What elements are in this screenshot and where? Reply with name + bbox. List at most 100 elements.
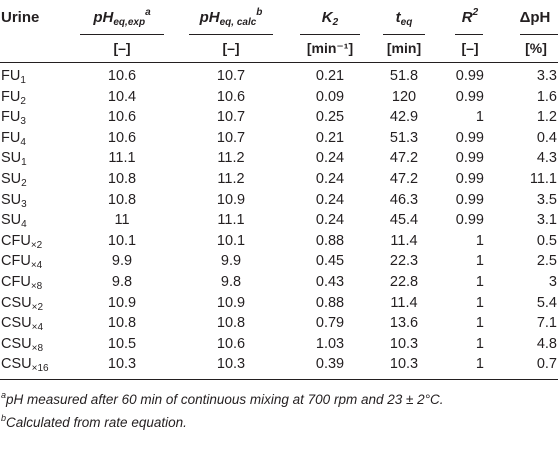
urine-sample-subscript: 1 xyxy=(21,157,27,169)
cell-teq: 47.2 xyxy=(389,150,419,167)
table-row: SU3 10.8 10.9 0.24 46.3 0.99 3.5 xyxy=(0,191,558,212)
cell-r2: 0.99 xyxy=(455,88,484,105)
header-k2-sub: 2 xyxy=(332,17,339,28)
cell-ph-exp: 10.8 xyxy=(107,191,137,208)
cell-teq: 51.8 xyxy=(389,68,419,84)
cell-r2: 1 xyxy=(475,315,484,332)
cell-dph: 0.5 xyxy=(536,232,557,249)
header-ph-exp: pHeq,expa xyxy=(93,7,151,29)
urine-sample-base: SU xyxy=(1,212,22,229)
urine-sample-label: SU1 xyxy=(1,150,27,168)
cell-teq: 22.3 xyxy=(389,253,419,270)
cell-dph: 7.1 xyxy=(536,315,557,332)
urine-sample-base: SU xyxy=(1,150,22,167)
table-row: CFU×8 9.8 9.8 0.43 22.8 1 3 xyxy=(0,273,558,294)
table-row: SU1 11.1 11.2 0.24 47.2 0.99 4.3 xyxy=(0,149,558,170)
cell-r2: 1 xyxy=(475,232,484,249)
urine-sample-label: CFU×4 xyxy=(1,253,42,271)
cell-ph-exp: 11.1 xyxy=(108,150,136,167)
cell-k2: 0.39 xyxy=(315,356,345,373)
footnote-a: apH measured after 60 min of continuous … xyxy=(1,391,444,408)
urine-sample-base: CFU xyxy=(1,273,31,290)
header-underline xyxy=(383,34,425,35)
urine-sample-subscript: ×16 xyxy=(31,363,49,375)
cell-dph: 1.6 xyxy=(536,88,557,105)
header-teq-base: t xyxy=(395,9,401,26)
header-underline xyxy=(520,34,558,35)
table-row: CFU×4 9.9 9.9 0.45 22.3 1 2.5 xyxy=(0,252,558,273)
cell-k2: 0.21 xyxy=(315,68,345,84)
unit-teq: [min] xyxy=(386,40,422,56)
table-row: CSU×2 10.9 10.9 0.88 11.4 1 5.4 xyxy=(0,294,558,315)
cell-ph-exp: 10.3 xyxy=(107,356,137,373)
cell-teq: 10.3 xyxy=(389,356,419,373)
urine-sample-subscript: 2 xyxy=(21,177,27,189)
header-r2-sup: 2 xyxy=(472,7,479,18)
urine-sample-label: CFU×2 xyxy=(1,233,42,251)
cell-ph-calc: 10.6 xyxy=(216,335,246,352)
urine-sample-label: SU2 xyxy=(1,171,27,189)
cell-dph: 0.4 xyxy=(536,129,557,146)
cell-teq: 10.3 xyxy=(389,335,419,352)
header-ph-exp-sup: a xyxy=(145,7,151,18)
cell-dph: 2.5 xyxy=(536,253,557,270)
urine-sample-label: SU3 xyxy=(1,192,27,210)
cell-k2: 0.24 xyxy=(315,212,345,229)
cell-ph-calc: 11.1 xyxy=(217,212,245,229)
cell-ph-calc: 10.1 xyxy=(216,232,246,249)
cell-dph: 5.4 xyxy=(536,294,557,311)
unit-ph-exp: [–] xyxy=(113,40,131,56)
table-row: CSU×16 10.3 10.3 0.39 10.3 1 0.7 xyxy=(0,355,558,376)
header-r2-base: R xyxy=(461,9,473,26)
urine-sample-subscript: ×8 xyxy=(30,280,43,292)
cell-ph-calc: 10.6 xyxy=(216,88,246,105)
cell-teq: 46.3 xyxy=(389,191,419,208)
urine-sample-subscript: 3 xyxy=(21,198,27,210)
header-k2-base: K xyxy=(321,9,333,26)
cell-k2: 0.24 xyxy=(315,191,345,208)
footnote-b: bCalculated from rate equation. xyxy=(1,414,187,431)
header-teq-sub: eq xyxy=(400,17,413,28)
urine-sample-label: CSU×4 xyxy=(1,315,43,333)
table-row: SU4 11 11.1 0.24 45.4 0.99 3.1 xyxy=(0,211,558,232)
urine-sample-base: CSU xyxy=(1,356,32,373)
cell-ph-exp: 10.9 xyxy=(107,294,137,311)
table-row: FU2 10.4 10.6 0.09 120 0.99 1.6 xyxy=(0,88,558,109)
cell-dph: 3.3 xyxy=(536,68,557,84)
cell-k2: 0.88 xyxy=(315,294,345,311)
cell-ph-calc: 11.2 xyxy=(217,170,245,187)
header-k2: K2 xyxy=(322,9,338,28)
urine-sample-label: FU3 xyxy=(1,109,26,127)
unit-r2: [–] xyxy=(461,40,479,56)
cell-ph-exp: 10.6 xyxy=(107,68,137,84)
cell-r2: 0.99 xyxy=(455,68,484,84)
cell-ph-exp: 10.6 xyxy=(107,109,137,126)
cell-teq: 47.2 xyxy=(389,170,419,187)
header-row: Urine pHeq,expa pHeq, calcb K2 teq R2 Δp… xyxy=(0,0,558,36)
cell-ph-exp: 10.1 xyxy=(107,232,137,249)
cell-ph-exp: 9.9 xyxy=(111,253,133,270)
header-ph-calc-sub: eq, calc xyxy=(219,17,257,28)
cell-ph-exp: 11 xyxy=(114,212,130,229)
urine-sample-subscript: 3 xyxy=(20,116,26,128)
cell-dph: 4.3 xyxy=(536,150,557,167)
cell-k2: 0.24 xyxy=(315,150,345,167)
urine-sample-subscript: 4 xyxy=(20,136,26,148)
cell-k2: 0.25 xyxy=(315,109,345,126)
urine-sample-subscript: ×4 xyxy=(30,260,43,272)
cell-ph-calc: 10.7 xyxy=(216,68,246,84)
urine-sample-subscript: ×2 xyxy=(30,239,43,251)
data-table: Urine pHeq,expa pHeq, calcb K2 teq R2 Δp… xyxy=(0,0,558,430)
table-row: SU2 10.8 11.2 0.24 47.2 0.99 11.1 xyxy=(0,170,558,191)
header-ph-exp-base: pH xyxy=(93,9,114,26)
cell-teq: 45.4 xyxy=(389,212,419,229)
table-row: CSU×8 10.5 10.6 1.03 10.3 1 4.8 xyxy=(0,335,558,356)
cell-dph: 3.5 xyxy=(536,191,557,208)
urine-sample-subscript: ×8 xyxy=(31,342,44,354)
cell-ph-exp: 10.8 xyxy=(107,315,137,332)
cell-dph: 3.1 xyxy=(536,212,557,229)
urine-sample-base: CSU xyxy=(1,315,32,332)
cell-k2: 1.03 xyxy=(315,335,345,352)
cell-ph-exp: 10.6 xyxy=(107,129,137,146)
header-underline xyxy=(455,34,483,35)
